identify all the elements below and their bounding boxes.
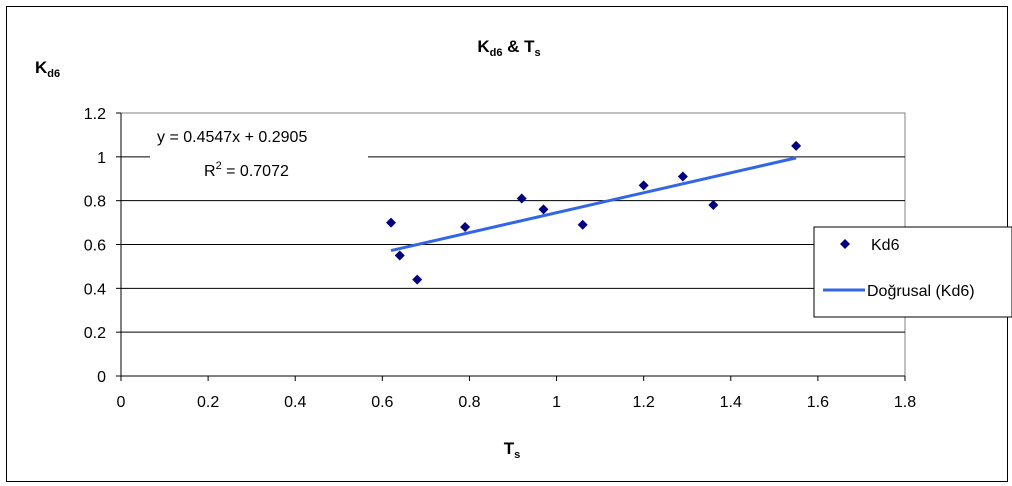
x-tick-labels: 0 0.2 0.4 0.6 0.8 1 1.2 1.4 1.6 1.8: [117, 394, 917, 411]
legend-label-kd6: Kd6: [871, 237, 900, 254]
data-point: [538, 204, 549, 215]
legend-item-kd6: Kd6: [840, 237, 900, 254]
x-tick-label: 1.2: [633, 394, 655, 411]
r-squared-label: R2 = 0.7072: [204, 160, 289, 180]
data-point: [708, 200, 719, 211]
legend-box: [813, 226, 1012, 318]
y-tick-label: 0.4: [84, 281, 106, 298]
data-point: [577, 219, 588, 230]
data-point: [386, 217, 397, 228]
y-tick-labels: 0 0.2 0.4 0.6 0.8 1 1.2: [84, 106, 106, 386]
axes: [116, 112, 906, 381]
data-point: [394, 250, 405, 261]
x-tick-label: 1.6: [807, 394, 829, 411]
legend-label-trendline: Doğrusal (Kd6): [867, 283, 975, 300]
data-point: [677, 171, 688, 182]
y-tick-label: 0: [97, 369, 106, 386]
data-point: [791, 140, 802, 151]
y-tick-label: 0.6: [84, 238, 106, 255]
y-tick-label: 0.2: [84, 325, 106, 342]
data-points: [386, 140, 802, 285]
equation-background: [150, 122, 368, 184]
y-tick-label: 1: [97, 150, 106, 167]
x-tick-label: 1.8: [894, 394, 916, 411]
data-point: [638, 180, 649, 191]
data-point: [412, 274, 423, 285]
legend-item-trendline: Doğrusal (Kd6): [823, 283, 975, 300]
x-tick-label: 1.4: [720, 394, 742, 411]
data-point: [460, 221, 471, 232]
y-tick-label: 1.2: [84, 106, 106, 123]
y-axis-label: Kd6: [35, 58, 60, 80]
x-tick-label: 0.8: [458, 394, 480, 411]
trendline: [390, 156, 797, 253]
x-axis-label: Ts: [504, 439, 521, 461]
chart-title: Kd6 & Ts: [477, 37, 540, 59]
legend-diamond-marker: [840, 239, 850, 249]
data-point: [516, 193, 527, 204]
x-tick-label: 0.4: [284, 394, 306, 411]
trendline-equation: y = 0.4547x + 0.2905: [157, 129, 307, 146]
y-tick-label: 0.8: [84, 194, 106, 211]
trendline-group: [390, 156, 797, 253]
x-tick-label: 0.6: [371, 394, 393, 411]
x-tick-label: 1: [552, 394, 561, 411]
x-tick-label: 0.2: [197, 394, 219, 411]
x-tick-label: 0: [117, 394, 126, 411]
